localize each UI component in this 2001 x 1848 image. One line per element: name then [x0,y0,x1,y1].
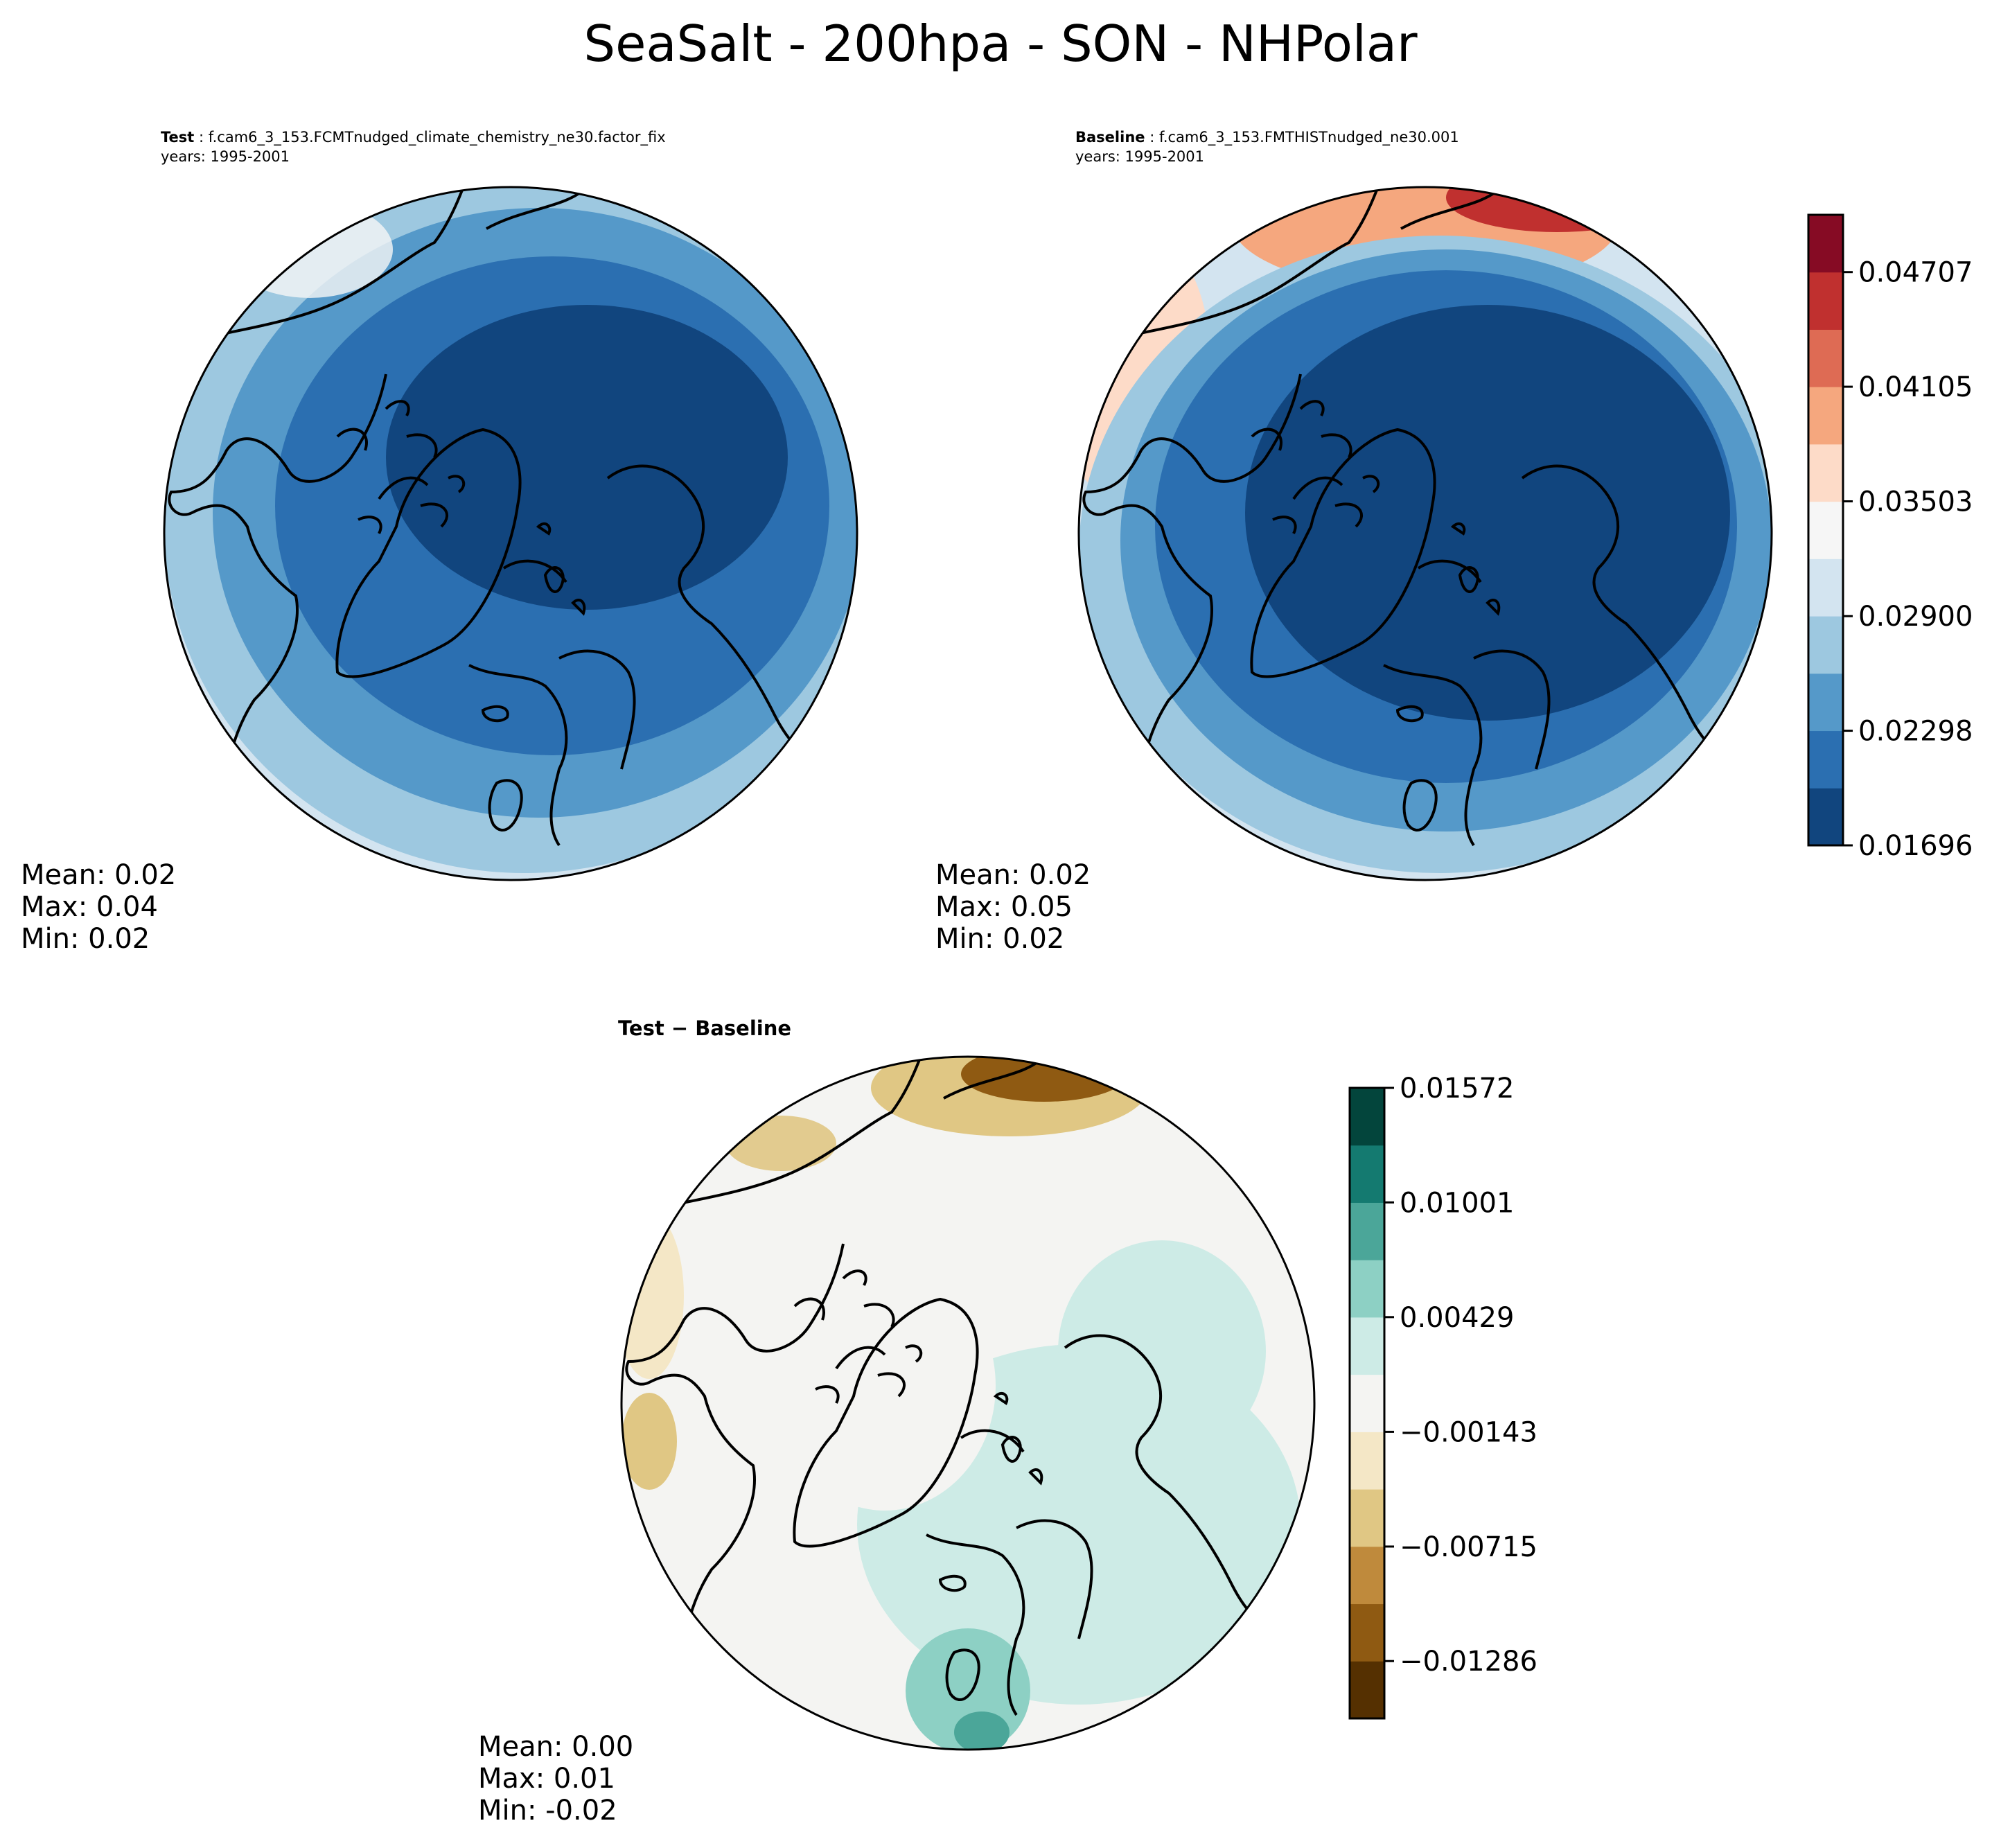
diff-colorbar-level [1350,1374,1384,1432]
test-max: Max: 0.04 [21,891,158,923]
diff-stats: Mean: 0.00 Max: 0.01 Min: -0.02 [478,1731,633,1827]
diff-mean: Mean: 0.00 [478,1731,634,1763]
baseline-colorbar-level [1808,215,1843,273]
test-case-name: f.cam6_3_153.FCMTnudged_climate_chemistr… [208,129,666,146]
diff-colorbar-level [1350,1202,1384,1260]
baseline-years: years: 1995-2001 [1075,148,1205,165]
baseline-min: Min: 0.02 [935,923,1065,955]
diff-colorbar-tick-label: 0.00429 [1400,1302,1514,1334]
diff-colorbar-level [1350,1145,1384,1203]
baseline-colorbar-tick-label: 0.02900 [1858,601,1973,633]
baseline-colorbar-level [1808,272,1843,330]
test-map [163,186,858,881]
diff-colorbar-level [1350,1489,1384,1547]
diff-colorbar-level [1350,1546,1384,1605]
diff-panel-title: Test − Baseline [618,1017,792,1040]
baseline-panel-title: Baseline : f.cam6_3_153.FMTHISTnudged_ne… [1075,129,1459,165]
diff-colorbar-tick-label: −0.01286 [1400,1646,1537,1678]
baseline-colorbar: 0.04707 0.04105 0.03503 0.02900 0.02298 0.016… [1807,213,1973,862]
diff-colorbar-tick-label: 0.01001 [1400,1187,1514,1219]
baseline-map [1077,186,1773,881]
diff-colorbar-frame [1348,1086,1386,1720]
baseline-colorbar-level [1808,501,1843,559]
test-label: Test [161,129,195,146]
baseline-colorbar-level [1808,730,1843,789]
diff-colorbar: 0.01572 0.01001 0.00429 −0.00143 −0.00715 −0.… [1348,1073,1537,1720]
diff-max: Max: 0.01 [478,1763,615,1795]
test-stats: Mean: 0.02 Max: 0.04 Min: 0.02 [21,859,176,955]
diff-colorbar-tick-label: −0.00715 [1400,1531,1537,1563]
baseline-colorbar-level [1808,387,1843,445]
diff-colorbar-level [1350,1432,1384,1490]
baseline-colorbar-level [1808,329,1843,387]
baseline-colorbar-level [1808,558,1843,617]
test-mean: Mean: 0.02 [21,859,177,891]
baseline-colorbar-tick-label: 0.02298 [1858,716,1973,748]
diff-colorbar-level [1350,1661,1384,1719]
baseline-label: Baseline [1075,129,1145,146]
baseline-stats: Mean: 0.02 Max: 0.05 Min: 0.02 [935,859,1091,955]
baseline-colorbar-frame [1807,213,1844,847]
diff-min: Min: -0.02 [478,1795,617,1827]
test-panel-title: Test : f.cam6_3_153.FCMTnudged_climate_c… [161,129,666,165]
diff-colorbar-tick-label: 0.01572 [1400,1073,1514,1105]
baseline-colorbar-tick-label: 0.04707 [1858,257,1973,289]
baseline-mean: Mean: 0.02 [935,859,1091,891]
baseline-max: Max: 0.05 [935,891,1073,923]
test-min: Min: 0.02 [21,923,150,955]
diff-colorbar-level [1350,1088,1384,1146]
baseline-colorbar-level [1808,788,1843,846]
baseline-colorbar-level [1808,616,1843,674]
diff-colorbar-level [1350,1260,1384,1318]
figure-title: SeaSalt - 200hpa - SON - NHPolar [583,15,1418,73]
baseline-case-name: f.cam6_3_153.FMTHISTnudged_ne30.001 [1158,129,1459,146]
diff-colorbar-tick-label: −0.00143 [1400,1416,1537,1448]
baseline-colorbar-tick-label: 0.04105 [1858,371,1973,403]
baseline-colorbar-tick-label: 0.03503 [1858,486,1973,518]
baseline-colorbar-level [1808,673,1843,732]
test-years: years: 1995-2001 [161,148,290,165]
baseline-colorbar-tick-label: 0.01696 [1858,830,1973,862]
diff-map [620,1055,1316,1751]
baseline-colorbar-level [1808,443,1843,502]
diff-colorbar-level [1350,1317,1384,1375]
diff-colorbar-level [1350,1603,1384,1662]
